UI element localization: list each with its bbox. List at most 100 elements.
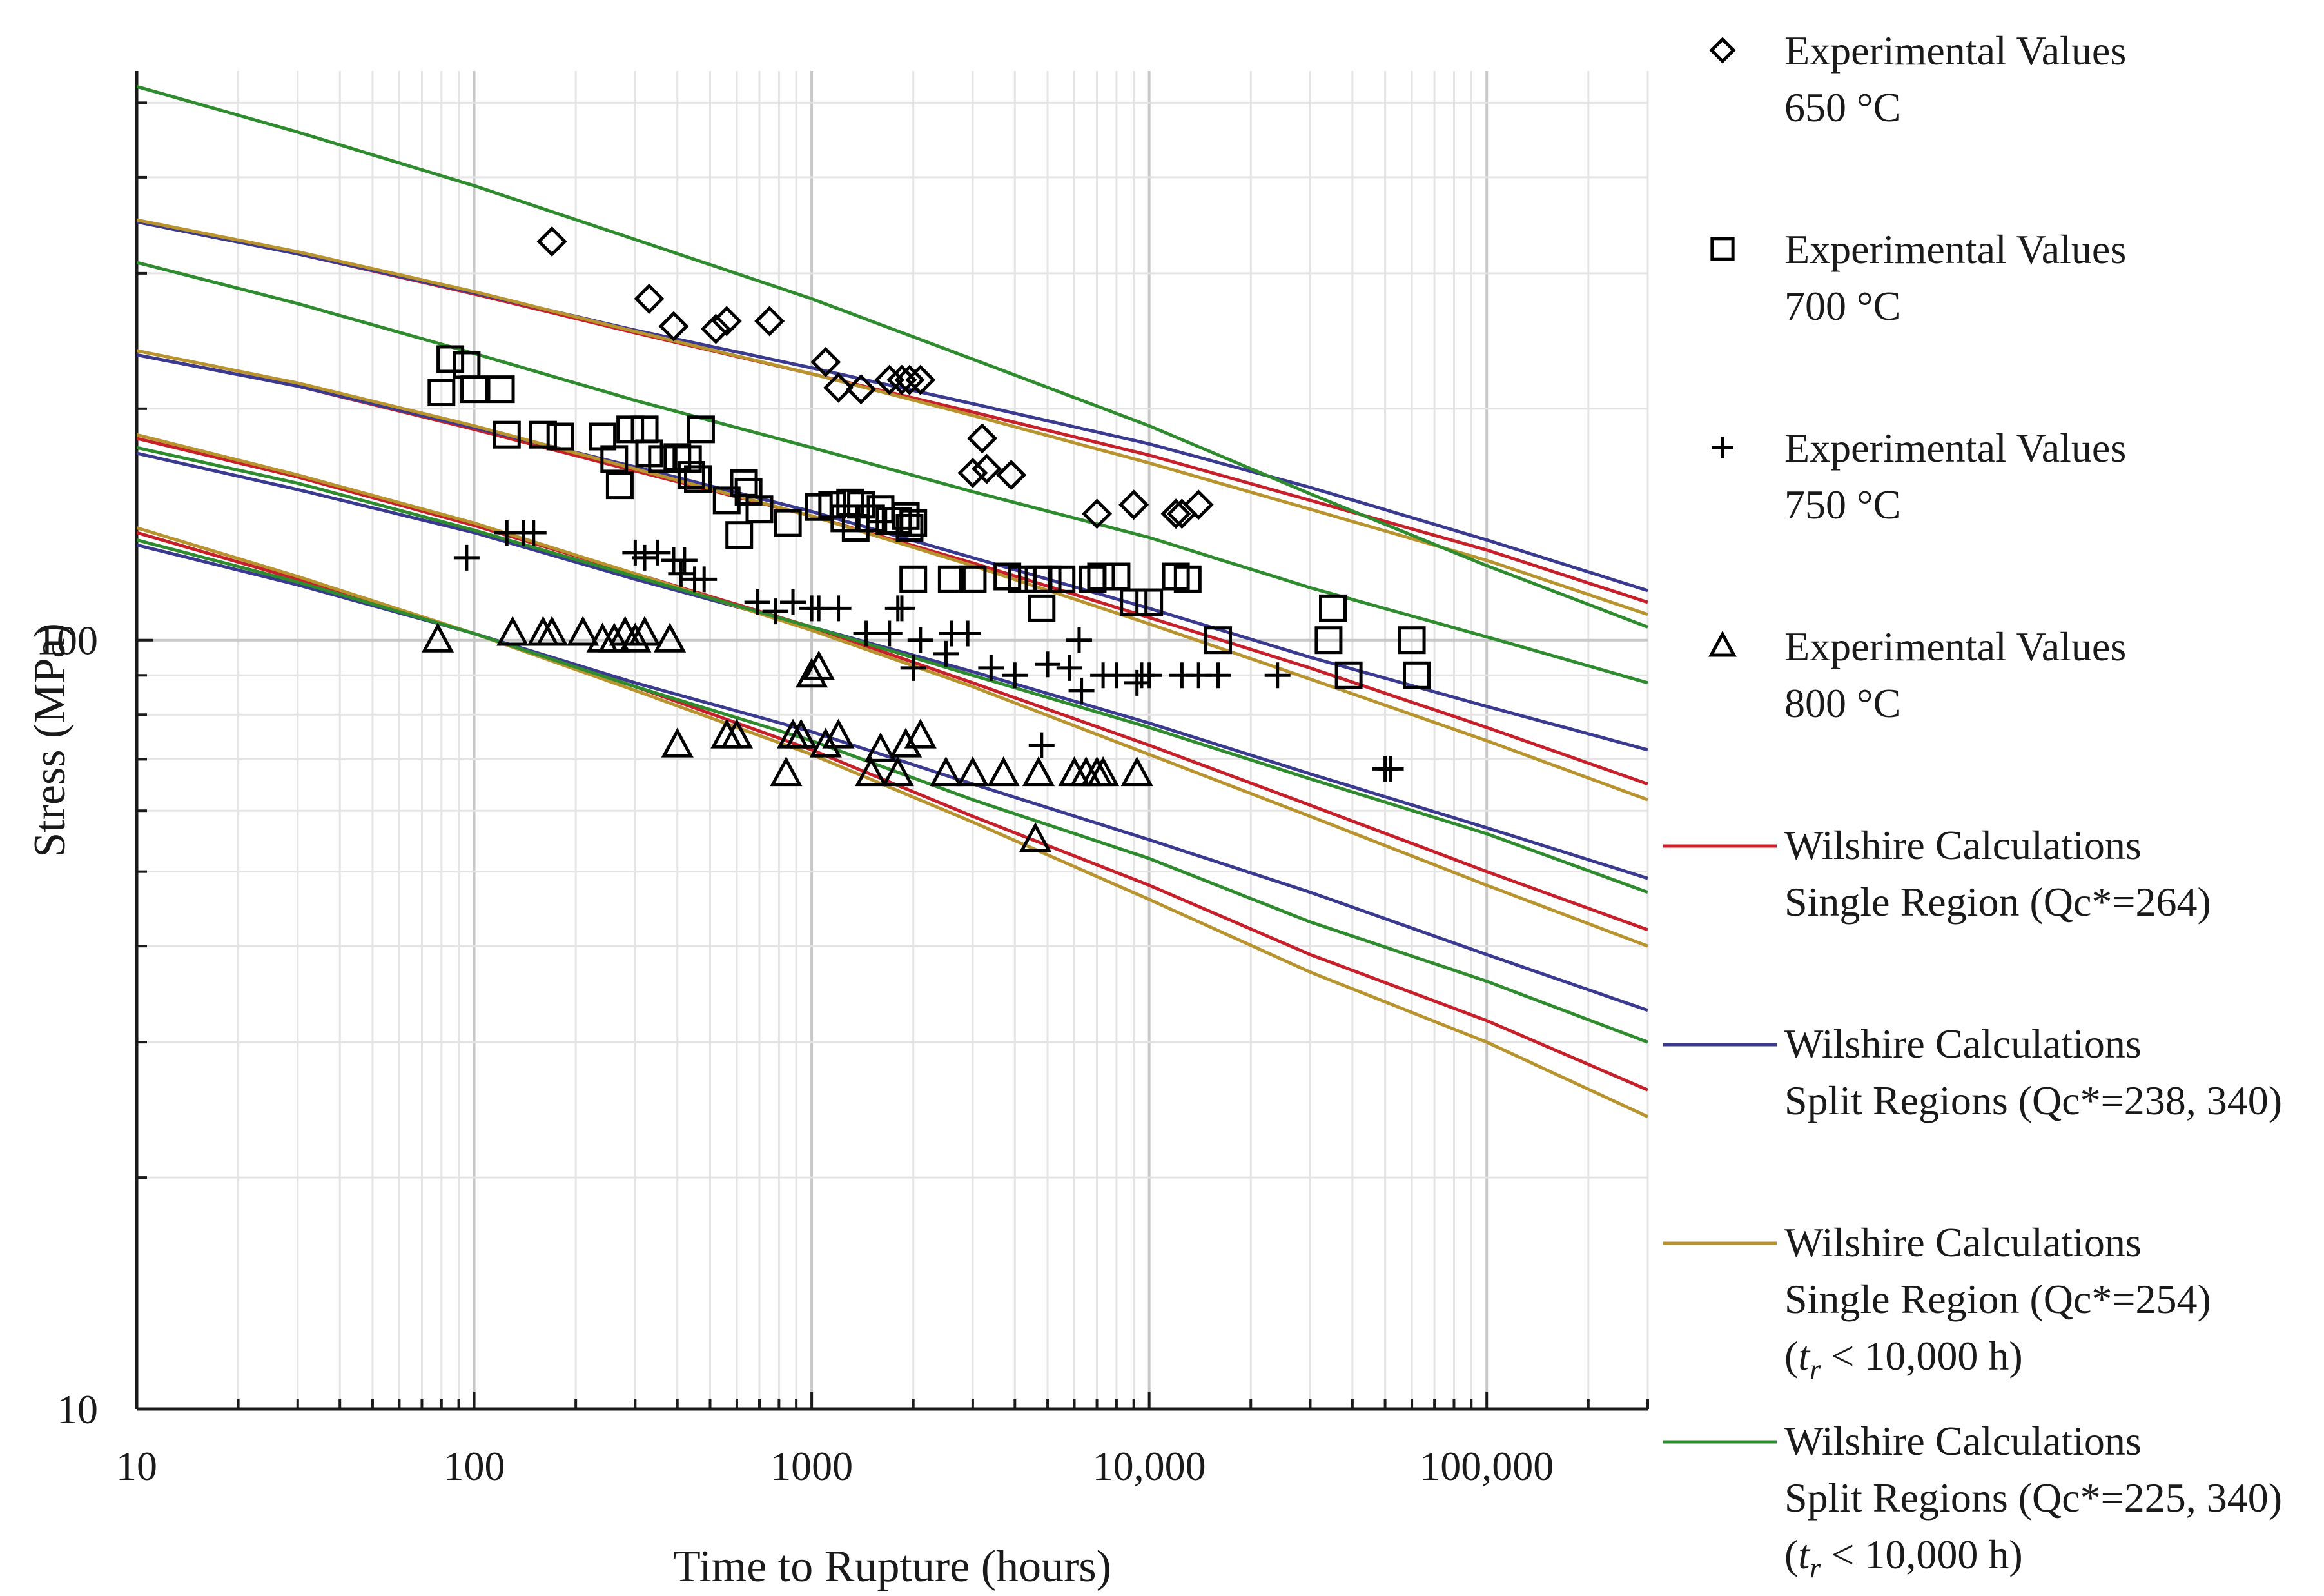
data-point-plus <box>825 595 852 622</box>
legend-label: Single Region (Qc*=254) <box>1784 1276 2211 1322</box>
legend-label: Wilshire Calculations <box>1784 822 2142 868</box>
data-point-plus <box>1068 677 1095 704</box>
data-point-square <box>546 422 574 451</box>
data-point-diamond <box>874 364 905 395</box>
data-point-square <box>605 471 634 500</box>
data-point-square <box>993 562 1022 591</box>
data-point-diamond <box>846 374 877 405</box>
data-point-diamond <box>1118 489 1149 520</box>
data-point-square <box>1102 562 1131 591</box>
legend-label: Experimental Values <box>1784 425 2126 471</box>
data-point-triangle <box>930 756 962 787</box>
y-tick-label: 10 <box>57 1386 98 1432</box>
markers <box>421 226 1431 852</box>
data-point-triangle <box>855 756 888 787</box>
data-point-triangle <box>536 616 569 646</box>
data-point-diamond <box>957 457 988 488</box>
data-point-square <box>1087 562 1115 591</box>
data-point-triangle <box>421 622 454 653</box>
data-point-plus <box>955 620 981 647</box>
data-point-square <box>1204 626 1233 655</box>
data-point-plus <box>1002 662 1028 689</box>
data-point-diamond <box>536 226 567 257</box>
legend-label: Split Regions (Qc*=225, 340) <box>1784 1475 2282 1521</box>
legend-label: 650 °C <box>1784 84 1900 130</box>
model-curve-3-4 <box>137 526 1648 1118</box>
data-point-triangle <box>809 727 842 758</box>
data-point-square <box>774 509 802 537</box>
data-point-plus <box>1136 662 1162 689</box>
data-point-diamond <box>711 306 742 337</box>
legend: Experimental Values 650 °C Experimental Va… <box>1663 28 2282 1584</box>
data-point-diamond <box>967 423 998 454</box>
data-point-plus <box>780 589 806 616</box>
data-point-triangle <box>987 756 1020 787</box>
data-point-triangle <box>619 622 652 653</box>
data-point-diamond <box>1183 489 1214 520</box>
data-point-plus <box>876 620 903 647</box>
data-point-square <box>899 565 928 593</box>
data-point-triangle <box>889 727 923 758</box>
legend-symbol-square <box>1710 237 1735 261</box>
data-point-square <box>436 345 465 373</box>
data-point-triangle <box>567 616 600 646</box>
legend-symbol-diamond <box>1709 37 1736 64</box>
y-axis-title: Stress (MPa) <box>25 623 75 858</box>
legend-label: 750 °C <box>1784 482 1900 527</box>
data-point-triangle <box>864 732 897 762</box>
data-point-square <box>1033 565 1062 593</box>
data-point-triangle <box>904 718 937 749</box>
data-point-triangle <box>770 756 803 787</box>
data-point-plus <box>632 544 658 571</box>
y-tick-label: 100 <box>36 618 98 664</box>
data-point-triangle <box>785 718 817 749</box>
data-point-square <box>745 495 774 524</box>
data-point-plus <box>900 655 926 681</box>
model-curve-1-3 <box>137 437 1648 932</box>
model-curve-2-1 <box>137 220 1648 593</box>
data-point-triangle <box>1120 756 1153 787</box>
data-point-triangle <box>956 756 990 787</box>
data-point-diamond <box>823 372 854 403</box>
data-point-plus <box>762 598 788 625</box>
data-point-square <box>674 445 702 473</box>
x-tick-label: 1000 <box>770 1443 853 1489</box>
model-curve-2-3 <box>137 451 1648 880</box>
data-point-diamond <box>754 306 785 337</box>
data-point-diamond <box>905 364 936 395</box>
data-point-plus <box>453 544 480 571</box>
data-point-diamond <box>700 313 731 344</box>
data-point-plus <box>1264 662 1291 689</box>
x-tick-label: 10,000 <box>1093 1443 1206 1489</box>
data-point-square <box>1173 565 1202 593</box>
data-point-plus <box>520 519 547 546</box>
data-point-square <box>1135 588 1164 616</box>
data-point-square <box>1314 626 1343 655</box>
data-point-square <box>725 521 754 549</box>
legend-label: Wilshire Calculations <box>1784 1021 2142 1067</box>
data-point-square <box>677 461 705 489</box>
legend-label: Experimental Values <box>1784 226 2126 272</box>
model-curve-4-2 <box>137 261 1648 685</box>
data-point-square <box>687 415 715 444</box>
data-point-plus <box>1103 662 1129 689</box>
data-point-plus <box>1056 655 1082 681</box>
data-point-diamond <box>810 346 841 377</box>
data-point-square <box>1398 626 1426 655</box>
data-point-triangle <box>1022 756 1055 787</box>
data-point-triangle <box>1086 756 1120 787</box>
data-point-square <box>1334 661 1363 689</box>
data-point-square <box>487 375 515 404</box>
data-point-triangle <box>598 622 630 653</box>
legend-label: 800 °C <box>1784 680 1900 726</box>
model-curve-3-3 <box>137 433 1648 948</box>
data-point-plus <box>744 589 770 616</box>
legend-label: Wilshire Calculations <box>1784 1418 2142 1464</box>
data-point-plus <box>645 539 671 566</box>
data-point-square <box>730 469 758 497</box>
data-point-diamond <box>1082 498 1113 529</box>
data-point-square <box>1048 565 1076 593</box>
data-point-square <box>1028 594 1056 622</box>
data-point-square <box>427 379 456 407</box>
